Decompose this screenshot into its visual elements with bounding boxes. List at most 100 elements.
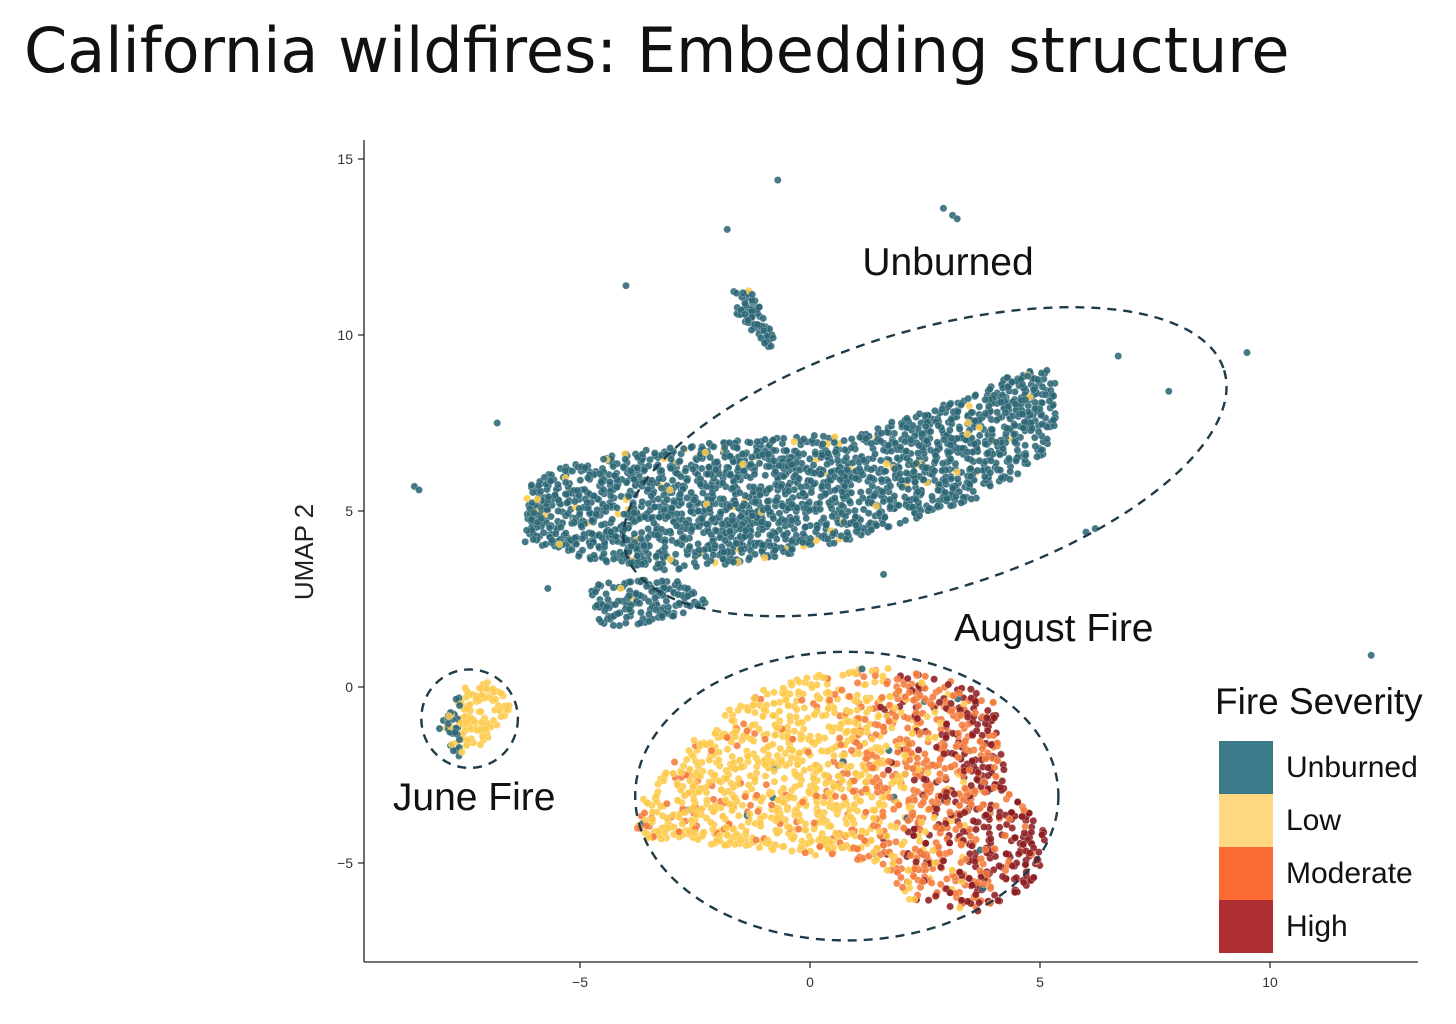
data-point: [652, 552, 661, 560]
data-point: [730, 793, 739, 802]
data-point: [457, 748, 466, 756]
data-point: [461, 684, 470, 692]
data-point: [750, 470, 759, 479]
data-point: [795, 749, 804, 757]
data-point: [666, 555, 675, 564]
data-point: [861, 778, 870, 786]
data-point: [476, 707, 485, 716]
data-point: [1018, 410, 1027, 419]
data-point: [1019, 878, 1028, 887]
data-point: [684, 789, 693, 797]
data-point: [779, 531, 788, 539]
data-point: [737, 836, 746, 844]
data-point: [451, 728, 460, 737]
data-point: [913, 787, 922, 796]
x-tick-label: 5: [1036, 974, 1044, 990]
data-point: [877, 747, 886, 756]
data-point: [765, 790, 774, 798]
data-point: [662, 597, 671, 605]
data-point: [746, 801, 755, 810]
data-point: [608, 515, 617, 524]
legend-swatch: [1219, 741, 1273, 794]
data-point: [838, 671, 847, 680]
data-point: [522, 526, 531, 535]
data-point: [840, 436, 848, 445]
data-point: [954, 753, 963, 762]
data-point: [973, 466, 982, 475]
cluster-label: June Fire: [393, 776, 556, 819]
data-point: [848, 458, 857, 467]
data-point: [934, 421, 943, 430]
data-point: [1046, 379, 1055, 388]
data-point: [669, 612, 678, 620]
data-point: [819, 432, 828, 441]
data-point: [885, 717, 893, 726]
data-point: [972, 726, 981, 735]
data-point: [598, 534, 607, 542]
data-point: [837, 741, 845, 749]
data-point: [955, 821, 964, 830]
data-point: [993, 408, 1002, 417]
data-point: [645, 617, 654, 626]
data-point: [983, 706, 992, 715]
data-point: [965, 747, 974, 755]
data-point: [957, 896, 966, 905]
data-point: [788, 735, 797, 744]
data-point: [1049, 415, 1058, 424]
data-point: [891, 823, 900, 832]
data-point: [815, 765, 824, 774]
data-point: [931, 733, 939, 742]
legend-label: Low: [1286, 804, 1341, 837]
data-point: [1029, 385, 1038, 394]
data-point: [824, 747, 832, 755]
data-point: [657, 466, 666, 475]
data-point: [703, 559, 712, 568]
data-point: [980, 788, 989, 797]
data-point: [653, 578, 661, 587]
data-point: [815, 694, 824, 703]
data-point: [998, 777, 1007, 785]
data-point: [938, 466, 946, 475]
data-point: [659, 505, 668, 514]
data-point: [750, 694, 759, 703]
data-point: [848, 829, 856, 838]
data-point: [841, 445, 849, 454]
data-point: [958, 721, 966, 729]
data-point: [974, 768, 982, 777]
data-point: [847, 746, 856, 755]
data-point: [928, 761, 937, 769]
data-point: [990, 845, 999, 853]
data-point: [636, 534, 645, 543]
data-point: [607, 528, 615, 536]
data-point: [800, 703, 809, 712]
data-point: [957, 400, 965, 409]
data-point: [706, 453, 715, 462]
data-point: [449, 746, 458, 755]
data-point: [702, 520, 711, 528]
legend-label: High: [1286, 910, 1348, 943]
data-point: [679, 608, 688, 617]
data-point: [961, 784, 969, 793]
data-point: [613, 503, 621, 512]
data-point: [837, 468, 846, 477]
data-point: [707, 746, 716, 755]
data-point: [981, 755, 990, 763]
data-point: [707, 818, 715, 827]
data-point: [694, 507, 703, 516]
data-point: [636, 619, 645, 627]
data-point: [814, 736, 823, 745]
data-point: [799, 435, 808, 443]
data-point: [728, 716, 736, 725]
data-point: [939, 856, 948, 865]
data-point: [914, 746, 923, 754]
data-point: [989, 731, 998, 740]
data-point: [966, 472, 975, 481]
data-point: [638, 560, 646, 569]
data-point: [787, 516, 796, 525]
data-point: [995, 862, 1003, 870]
data-point: [803, 714, 812, 722]
data-point: [752, 791, 761, 800]
data-point: [884, 664, 892, 673]
data-point: [772, 535, 781, 543]
data-point: [959, 778, 968, 786]
